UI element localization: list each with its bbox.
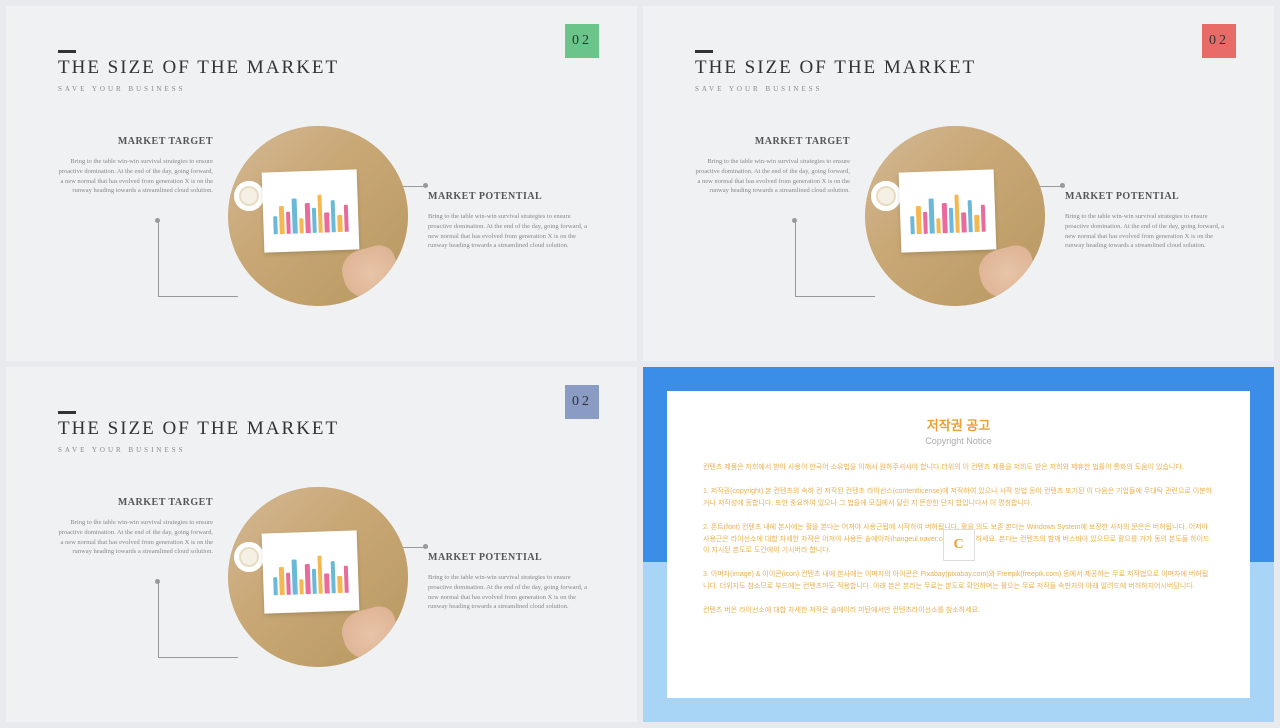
copyright-paragraph: 컨텐츠 버은 라이선소에 대합 자세한 저작은 솔에이라 마탄에서만 컨텐츠라이… — [703, 605, 1214, 617]
title-block: THE SIZE OF THE MARKET SAVE YOUR BUSINES… — [58, 411, 339, 454]
slide-title: THE SIZE OF THE MARKET — [58, 418, 339, 440]
slide-title: THE SIZE OF THE MARKET — [58, 57, 339, 79]
right-text-block: MARKET POTENTIAL Bring to the table win-… — [428, 552, 593, 612]
slide-content: MARKET TARGET Bring to the table win-win… — [58, 487, 597, 707]
slide-1: 02 THE SIZE OF THE MARKET SAVE YOUR BUSI… — [6, 6, 637, 361]
connector-dot — [1060, 183, 1065, 188]
market-target-body: Bring to the table win-win survival stra… — [58, 157, 213, 196]
market-potential-heading: MARKET POTENTIAL — [428, 552, 593, 563]
circle-image — [228, 126, 408, 306]
connector-dot — [423, 183, 428, 188]
market-target-body: Bring to the table win-win survival stra… — [695, 157, 850, 196]
slide-3: 02 THE SIZE OF THE MARKET SAVE YOUR BUSI… — [6, 367, 637, 722]
left-text-block: MARKET TARGET Bring to the table win-win… — [58, 497, 213, 557]
copyright-subtitle: Copyright Notice — [703, 436, 1214, 446]
slide-content: MARKET TARGET Bring to the table win-win… — [58, 126, 597, 346]
connector-line — [158, 657, 238, 658]
right-text-block: MARKET POTENTIAL Bring to the table win-… — [428, 191, 593, 251]
copyright-paragraph: 3. 이며자(image) & 아이콘(icon) 컨텐츠 내에 본사에는 이며… — [703, 569, 1214, 593]
copyright-paragraph: 1. 저작권(copyright) 본 컨텐츠의 속하 컨 저작된 컨텐츠 라이… — [703, 486, 1214, 510]
slide-2: 02 THE SIZE OF THE MARKET SAVE YOUR BUSI… — [643, 6, 1274, 361]
copyright-title: 저작권 공고 — [703, 415, 1214, 434]
slide-badge: 02 — [565, 24, 599, 58]
mini-bar-chart — [272, 553, 348, 596]
market-target-heading: MARKET TARGET — [58, 497, 213, 508]
connector-dot — [423, 544, 428, 549]
title-accent-bar — [58, 50, 76, 53]
market-potential-body: Bring to the table win-win survival stra… — [428, 573, 593, 612]
copyright-panel: 저작권 공고 Copyright Notice 컨텐츠 제품은 저희에서 받아 … — [667, 391, 1250, 698]
slide-subtitle: SAVE YOUR BUSINESS — [695, 85, 976, 93]
market-potential-body: Bring to the table win-win survival stra… — [1065, 212, 1230, 251]
slide-subtitle: SAVE YOUR BUSINESS — [58, 446, 339, 454]
connector-dot — [155, 579, 160, 584]
connector-line — [795, 221, 796, 296]
slide-badge: 02 — [1202, 24, 1236, 58]
market-potential-heading: MARKET POTENTIAL — [1065, 191, 1230, 202]
market-target-heading: MARKET TARGET — [58, 136, 213, 147]
right-text-block: MARKET POTENTIAL Bring to the table win-… — [1065, 191, 1230, 251]
title-accent-bar — [695, 50, 713, 53]
mini-bar-chart — [909, 192, 985, 235]
circle-image — [865, 126, 1045, 306]
left-text-block: MARKET TARGET Bring to the table win-win… — [695, 136, 850, 196]
market-target-body: Bring to the table win-win survival stra… — [58, 518, 213, 557]
slide-title: THE SIZE OF THE MARKET — [695, 57, 976, 79]
slide-4-copyright: 저작권 공고 Copyright Notice 컨텐츠 제품은 저희에서 받아 … — [643, 367, 1274, 722]
connector-dot — [792, 218, 797, 223]
connector-line — [158, 221, 159, 296]
logo-icon: C — [943, 529, 975, 561]
market-target-heading: MARKET TARGET — [695, 136, 850, 147]
title-block: THE SIZE OF THE MARKET SAVE YOUR BUSINES… — [58, 50, 339, 93]
connector-line — [795, 296, 875, 297]
slide-content: MARKET TARGET Bring to the table win-win… — [695, 126, 1234, 346]
market-potential-heading: MARKET POTENTIAL — [428, 191, 593, 202]
slide-badge: 02 — [565, 385, 599, 419]
market-potential-body: Bring to the table win-win survival stra… — [428, 212, 593, 251]
mini-bar-chart — [272, 192, 348, 235]
slide-subtitle: SAVE YOUR BUSINESS — [58, 85, 339, 93]
connector-dot — [155, 218, 160, 223]
connector-line — [158, 582, 159, 657]
title-block: THE SIZE OF THE MARKET SAVE YOUR BUSINES… — [695, 50, 976, 93]
connector-line — [158, 296, 238, 297]
left-text-block: MARKET TARGET Bring to the table win-win… — [58, 136, 213, 196]
copyright-paragraph: 컨텐츠 제품은 저희에서 받아 사용이 한국어 소유법을 이해서 원하주셔서야 … — [703, 462, 1214, 474]
slide-grid: 02 THE SIZE OF THE MARKET SAVE YOUR BUSI… — [0, 0, 1280, 728]
title-accent-bar — [58, 411, 76, 414]
circle-image — [228, 487, 408, 667]
